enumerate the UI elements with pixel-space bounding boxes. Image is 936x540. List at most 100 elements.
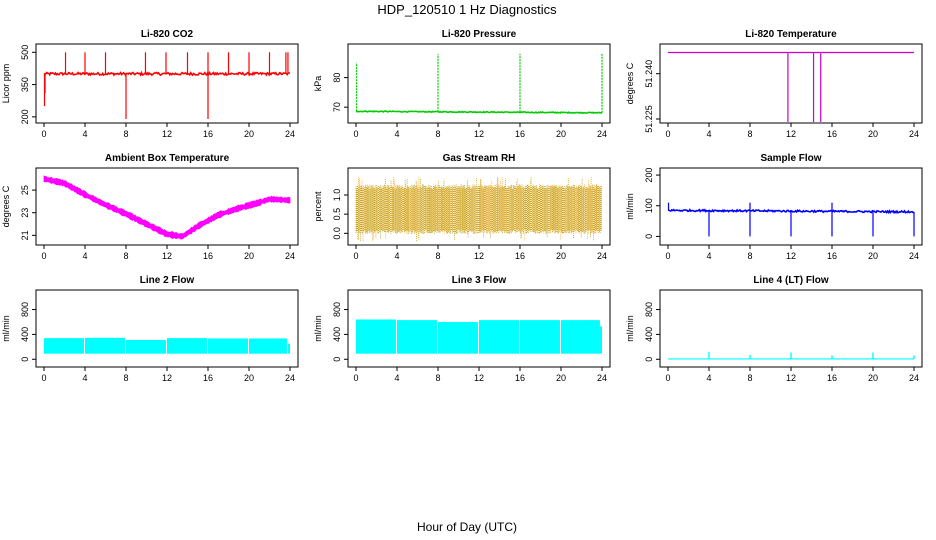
x-tick-label: 4 — [706, 373, 711, 383]
y-tick-label: 400 — [20, 327, 30, 342]
x-tick-label: 0 — [353, 251, 358, 261]
y-tick-label: 70 — [332, 102, 342, 112]
x-tick-label: 4 — [394, 129, 399, 139]
series-band — [43, 175, 291, 240]
x-tick-label: 0 — [41, 373, 46, 383]
x-tick-label: 0 — [41, 251, 46, 261]
plot-frame — [659, 43, 923, 124]
x-tick-label: 24 — [285, 251, 295, 261]
x-tick-label: 12 — [786, 373, 796, 383]
x-tick-label: 16 — [515, 129, 525, 139]
flow-segment-2 — [126, 340, 166, 354]
y-tick-label: 0.0 — [332, 227, 342, 240]
x-tick-label: 0 — [353, 373, 358, 383]
y-tick-label: 1.0 — [332, 189, 342, 202]
x-tick-label: 16 — [827, 129, 837, 139]
y-tick-label: 0.5 — [332, 208, 342, 221]
y-axis-label: degrees C — [1, 185, 11, 227]
y-tick-label: 500 — [20, 45, 30, 60]
flow-segment-4 — [520, 320, 560, 354]
y-axis-label: ml/min — [625, 315, 635, 342]
x-tick-label: 12 — [474, 129, 484, 139]
panel-0: Li-820 CO2 Licor ppm 0 4 8 12 16 20 24 200 350 500 — [1, 29, 299, 139]
x-tick-label: 8 — [747, 251, 752, 261]
x-tick-label: 12 — [474, 373, 484, 383]
x-tick-label: 16 — [827, 251, 837, 261]
series-data — [43, 175, 291, 240]
x-tick-label: 4 — [394, 373, 399, 383]
panel-title: Li-820 CO2 — [141, 29, 194, 40]
x-tick-label: 24 — [909, 129, 919, 139]
x-tick-label: 16 — [515, 251, 525, 261]
panel-7: Line 3 Flow ml/min 0 4 8 12 16 20 24 0 400 800 — [313, 275, 611, 383]
y-axis-label: percent — [313, 191, 323, 222]
x-tick-label: 8 — [123, 129, 128, 139]
flow-segment-5 — [249, 338, 287, 354]
x-tick-label: 8 — [435, 251, 440, 261]
x-tick-label: 20 — [244, 251, 254, 261]
y-tick-label: 0 — [332, 357, 342, 362]
panel-2: Li-820 Temperature degrees C 0 4 8 12 16 20 24 51… — [625, 29, 923, 139]
flow-segment-0 — [44, 338, 84, 354]
series-data — [356, 319, 602, 354]
x-tick-label: 24 — [285, 373, 295, 383]
y-tick-label: 350 — [20, 77, 30, 92]
y-tick-label: 51.225 — [644, 105, 654, 133]
y-axis-label: Licor ppm — [1, 64, 11, 104]
series-data — [44, 337, 290, 354]
y-tick-label: 100 — [644, 198, 654, 213]
x-tick-label: 4 — [82, 251, 87, 261]
x-tick-label: 12 — [474, 251, 484, 261]
x-tick-label: 20 — [556, 129, 566, 139]
figure-xlabel: Hour of Day (UTC) — [417, 520, 517, 534]
y-tick-label: 800 — [20, 302, 30, 317]
panel-1: Li-820 Pressure kPa 0 4 8 12 16 20 24 70 80 — [313, 29, 611, 139]
y-axis-label: kPa — [313, 76, 323, 92]
panel-title: Line 3 Flow — [452, 275, 507, 286]
x-tick-label: 12 — [786, 129, 796, 139]
x-tick-label: 16 — [203, 251, 213, 261]
y-tick-label: 0 — [20, 357, 30, 362]
plot-frame — [35, 43, 299, 124]
panel-8: Line 4 (LT) Flow ml/min 0 4 8 12 16 20 24 0 400 800 — [625, 275, 923, 383]
x-tick-label: 24 — [597, 129, 607, 139]
x-tick-label: 16 — [515, 373, 525, 383]
panel-title: Line 2 Flow — [140, 275, 195, 286]
x-tick-label: 4 — [394, 251, 399, 261]
series-data — [43, 52, 291, 119]
y-tick-label: 0 — [644, 357, 654, 362]
x-tick-label: 16 — [827, 373, 837, 383]
x-tick-label: 8 — [747, 129, 752, 139]
x-tick-label: 8 — [123, 251, 128, 261]
y-tick-label: 21 — [20, 230, 30, 240]
x-tick-label: 0 — [353, 129, 358, 139]
x-tick-label: 20 — [244, 129, 254, 139]
series-data — [355, 176, 602, 242]
series-line — [43, 70, 291, 77]
flow-segment-0 — [356, 319, 396, 354]
x-tick-label: 0 — [41, 129, 46, 139]
x-tick-label: 8 — [747, 373, 752, 383]
y-axis-label: ml/min — [313, 315, 323, 342]
series-data — [667, 202, 915, 237]
x-tick-label: 16 — [203, 129, 213, 139]
flow-segment-1 — [85, 337, 125, 354]
y-tick-label: 25 — [20, 185, 30, 195]
y-tick-label: 80 — [332, 73, 342, 83]
x-tick-label: 24 — [597, 251, 607, 261]
flow-segment-4 — [208, 338, 248, 354]
x-tick-label: 20 — [868, 251, 878, 261]
panel-3: Ambient Box Temperature degrees C 0 4 8 12 16 2… — [1, 153, 299, 261]
panel-title: Li-820 Temperature — [745, 29, 837, 40]
x-tick-label: 4 — [82, 373, 87, 383]
x-tick-label: 12 — [786, 251, 796, 261]
series-data — [668, 51, 914, 122]
y-tick-label: 51.240 — [644, 60, 654, 88]
x-tick-label: 8 — [435, 373, 440, 383]
x-tick-label: 24 — [909, 373, 919, 383]
x-tick-label: 0 — [665, 129, 670, 139]
y-axis-label: ml/min — [625, 193, 635, 220]
x-tick-label: 8 — [435, 129, 440, 139]
y-tick-label: 200 — [20, 109, 30, 124]
